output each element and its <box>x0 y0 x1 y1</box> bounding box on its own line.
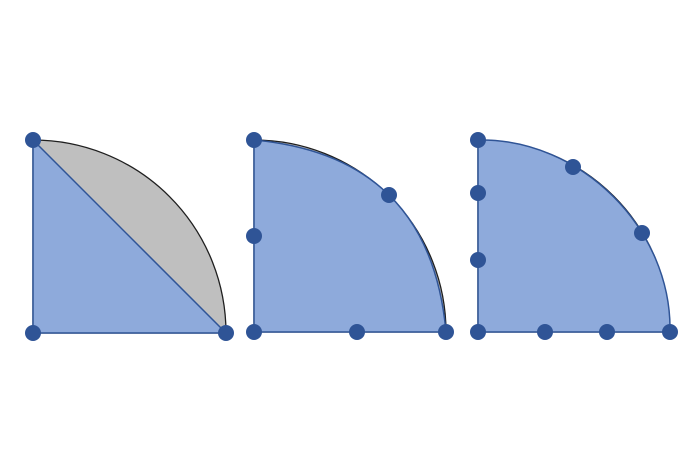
panel-3-cubic-approximation-node-dot-5 <box>537 324 553 340</box>
panel-3-cubic-approximation-element-shape <box>477 139 671 333</box>
panel-3-cubic-approximation-node-dot-6 <box>599 324 615 340</box>
panel-1-linear-approximation-node-dot-1 <box>25 132 41 148</box>
panel-1-linear-approximation-node-dot-2 <box>25 325 41 341</box>
panel-1-linear-approximation-node-dot-3 <box>218 325 234 341</box>
panel-2-quadratic-approximation-node-dot-6 <box>381 187 397 203</box>
panel-1-linear-approximation-element-shape <box>32 139 227 334</box>
panel-3-cubic-approximation-node-dot-7 <box>662 324 678 340</box>
panel-3-cubic-approximation-node-dot-2 <box>470 185 486 201</box>
panel-2-quadratic-approximation-node-dot-2 <box>246 228 262 244</box>
panel-3-cubic-approximation-node-dot-8 <box>565 159 581 175</box>
panel-2-quadratic-approximation-element-shape <box>253 139 447 333</box>
panel-3-cubic-approximation-node-dot-9 <box>634 225 650 241</box>
quarter-circle-panels <box>25 132 678 341</box>
panel-3-cubic-approximation <box>470 132 678 340</box>
panel-2-quadratic-approximation-node-dot-3 <box>246 324 262 340</box>
panel-3-cubic-approximation-node-dot-3 <box>470 252 486 268</box>
panel-3-cubic-approximation-node-dot-1 <box>470 132 486 148</box>
panel-1-linear-approximation <box>25 132 234 341</box>
panel-2-quadratic-approximation-node-dot-4 <box>349 324 365 340</box>
panel-2-quadratic-approximation-node-dot-5 <box>438 324 454 340</box>
panel-3-cubic-approximation-node-dot-4 <box>470 324 486 340</box>
panel-2-quadratic-approximation <box>246 132 454 340</box>
panel-2-quadratic-approximation-node-dot-1 <box>246 132 262 148</box>
